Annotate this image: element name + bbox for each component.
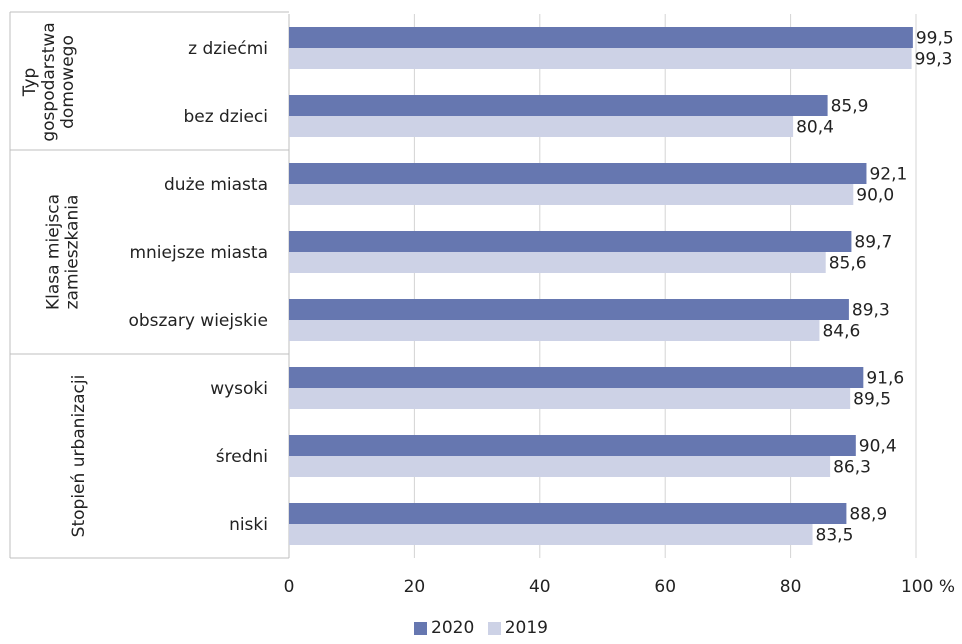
group-label: Stopień urbanizacji bbox=[69, 375, 89, 538]
x-tick-label: 40 bbox=[529, 577, 551, 597]
bar-2020 bbox=[289, 27, 913, 48]
group-label: Klasa miejscazamieszkania bbox=[44, 194, 83, 310]
data-label-2019: 90,0 bbox=[856, 186, 894, 206]
data-label-2020: 89,7 bbox=[854, 233, 892, 253]
bar-2019 bbox=[289, 456, 831, 477]
data-label-2020: 90,4 bbox=[859, 437, 897, 457]
group-label-line: zamieszkania bbox=[63, 195, 83, 310]
data-label-2020: 99,5 bbox=[916, 29, 954, 49]
bar-2020 bbox=[289, 367, 864, 388]
group-label: Typgospodarstwadomowego bbox=[20, 22, 78, 141]
bar-2020 bbox=[289, 95, 828, 116]
bar-2020 bbox=[289, 163, 867, 184]
bar-2020 bbox=[289, 299, 849, 320]
category-label: niski bbox=[229, 515, 268, 535]
legend: 2020 2019 bbox=[0, 618, 962, 640]
group-label-line: gospodarstwa bbox=[39, 22, 59, 141]
bar-2019 bbox=[289, 184, 854, 205]
data-label-2020: 88,9 bbox=[849, 505, 887, 525]
group-label-line: Klasa miejsca bbox=[44, 194, 64, 310]
legend-swatch-2020 bbox=[414, 621, 428, 635]
data-label-2019: 86,3 bbox=[833, 458, 871, 478]
category-label: bez dzieci bbox=[183, 107, 268, 127]
x-tick-label: 20 bbox=[404, 577, 426, 597]
x-tick-label: 0 bbox=[284, 577, 295, 597]
x-tick-label: 100 % bbox=[901, 577, 955, 597]
legend-item-2019: 2019 bbox=[487, 618, 548, 638]
bar-2020 bbox=[289, 435, 856, 456]
group-label-line: Typ bbox=[20, 68, 40, 98]
legend-swatch-2019 bbox=[487, 621, 501, 635]
bar-2019 bbox=[289, 252, 826, 273]
bar-2019 bbox=[289, 524, 813, 545]
data-label-2019: 80,4 bbox=[796, 118, 834, 138]
bar-2020 bbox=[289, 503, 847, 524]
data-label-2019: 83,5 bbox=[816, 526, 854, 546]
data-label-2019: 89,5 bbox=[853, 390, 891, 410]
category-label: obszary wiejskie bbox=[128, 311, 268, 331]
x-tick-label: 80 bbox=[780, 577, 802, 597]
data-label-2020: 89,3 bbox=[852, 301, 890, 321]
category-label: z dziećmi bbox=[188, 39, 268, 59]
chart: 0 20 40 60 80 100 % 99,599,3 z dziećmi 85,980,4 b… bbox=[9, 11, 955, 597]
legend-label-2020: 2020 bbox=[431, 618, 475, 638]
group-label-line: domowego bbox=[58, 35, 78, 129]
data-label-2019: 84,6 bbox=[822, 322, 860, 342]
legend-item-2020: 2020 bbox=[414, 618, 474, 638]
data-label-2020: 92,1 bbox=[869, 165, 907, 185]
category-label: średni bbox=[216, 447, 268, 467]
bar-2019 bbox=[289, 48, 912, 69]
data-label-2020: 85,9 bbox=[831, 97, 869, 117]
legend-label-2019: 2019 bbox=[504, 618, 548, 638]
group-label-line: Stopień urbanizacji bbox=[69, 375, 89, 538]
bar-2019 bbox=[289, 116, 794, 137]
bar-2019 bbox=[289, 320, 820, 341]
x-tick-label: 60 bbox=[654, 577, 676, 597]
bar-2020 bbox=[289, 231, 852, 252]
category-label: mniejsze miasta bbox=[129, 243, 268, 263]
category-label: wysoki bbox=[210, 379, 268, 399]
data-label-2019: 99,3 bbox=[915, 50, 953, 70]
data-label-2020: 91,6 bbox=[866, 369, 904, 389]
data-label-2019: 85,6 bbox=[829, 254, 867, 274]
category-label: duże miasta bbox=[164, 175, 268, 195]
bar-2019 bbox=[289, 388, 851, 409]
